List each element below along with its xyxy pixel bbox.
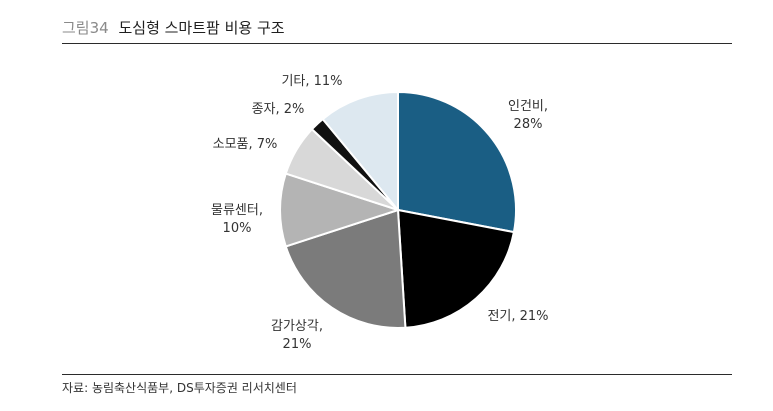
- pie-slices: [279, 91, 517, 329]
- pie-label-4: 물류센터, 10%: [211, 203, 263, 236]
- source-note: 자료: 농림축산식품부, DS투자증권 리서치센터: [62, 381, 297, 395]
- bottom-divider: [62, 374, 732, 375]
- pie-label-6: 종자, 2%: [252, 102, 305, 117]
- pie-slice-7: [321, 91, 399, 211]
- figure-header: 그림34 도심형 스마트팜 비용 구조: [62, 18, 285, 38]
- figure-label: 그림34: [62, 19, 109, 37]
- pie-slice-4: [279, 172, 399, 248]
- pie-labels: 인건비, 28% 전기, 21% 감가상각, 21% 물류센터, 10% 소모품, 7% 종자,…: [211, 74, 549, 352]
- pie-slice-1: [397, 91, 517, 234]
- top-divider: [62, 43, 732, 44]
- pie-label-3: 감가상각, 21%: [271, 319, 323, 352]
- pie-label-1: 인건비, 28%: [508, 99, 548, 132]
- pie-label-5: 소모품, 7%: [213, 137, 278, 152]
- pie-slice-3: [284, 209, 407, 329]
- pie-label-7: 기타, 11%: [281, 74, 342, 89]
- figure-title: 도심형 스마트팜 비용 구조: [118, 19, 285, 37]
- pie-slice-2: [397, 209, 515, 329]
- pie-label-2: 전기, 21%: [487, 309, 548, 324]
